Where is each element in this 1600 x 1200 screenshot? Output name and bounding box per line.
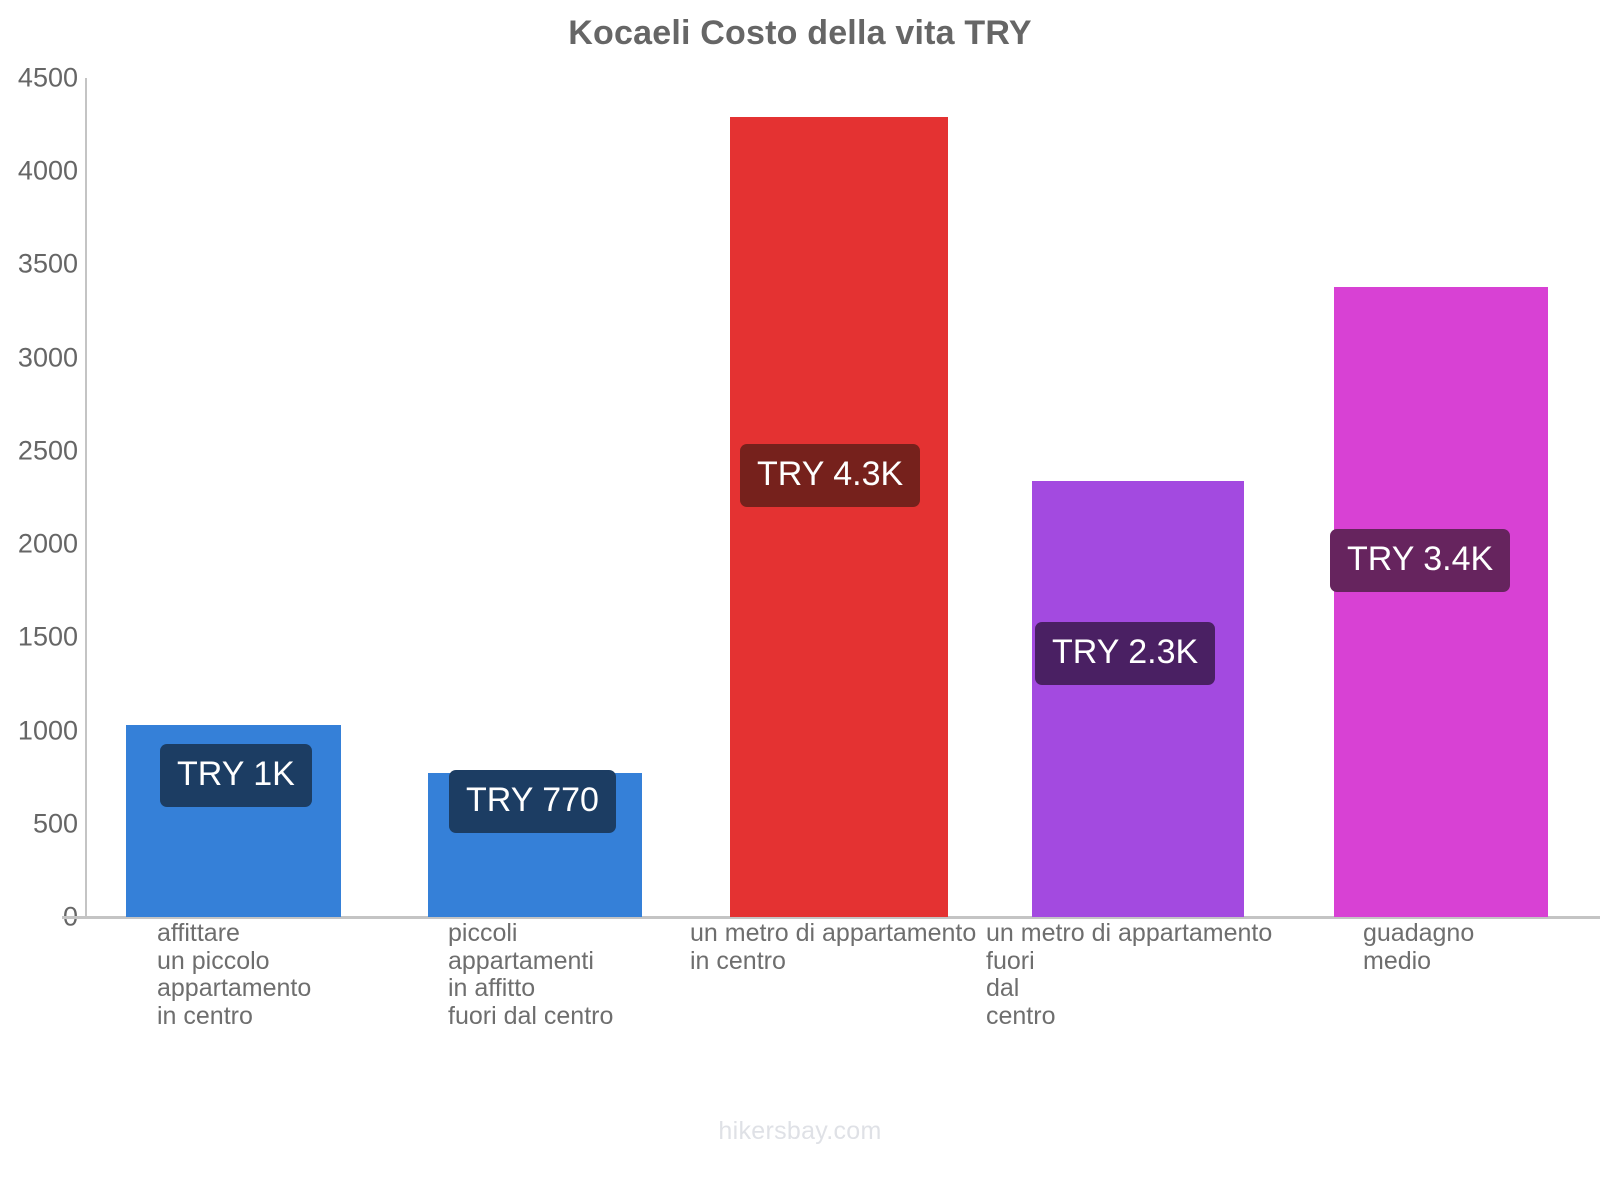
- x-axis-category-labels: affittare un piccolo appartamento in cen…: [0, 919, 1600, 1050]
- y-axis-tick-label: 1500: [17, 621, 78, 652]
- y-axis-tick-label: 3000: [17, 342, 78, 373]
- y-axis-tick-label: 500: [32, 808, 78, 839]
- y-axis-tick-label: 4000: [17, 155, 78, 186]
- watermark: hikersbay.com: [718, 1117, 882, 1145]
- x-axis-category-label: piccoli appartamenti in affitto fuori da…: [448, 919, 614, 1030]
- chart-title: Kocaeli Costo della vita TRY: [568, 14, 1032, 52]
- y-axis-tick-labels: 450040003500300025002000150010005000: [0, 0, 78, 1200]
- y-axis-tick-label: 1000: [17, 715, 78, 746]
- x-axis-category-label: guadagno medio: [1363, 919, 1475, 975]
- bar[interactable]: [1334, 286, 1548, 917]
- bar-value-label: TRY 3.4K: [1330, 529, 1511, 592]
- bar-value-label: TRY 4.3K: [740, 444, 921, 507]
- bar-value-label: TRY 2.3K: [1035, 622, 1216, 685]
- y-axis-tick-label: 2500: [17, 435, 78, 466]
- x-axis-category-label: affittare un piccolo appartamento in cen…: [157, 919, 312, 1030]
- y-axis-tick-label: 2000: [17, 528, 78, 559]
- bar[interactable]: [730, 117, 948, 917]
- y-axis-tick-label: 4500: [17, 62, 78, 93]
- y-axis-tick-label: 3500: [17, 248, 78, 279]
- x-axis-category-label: un metro di appartamento fuori dal centr…: [986, 919, 1273, 1030]
- y-axis-line: [85, 78, 87, 917]
- bar-value-label: TRY 1K: [160, 744, 312, 807]
- bars-layer: [0, 78, 1600, 917]
- x-axis-category-label: un metro di appartamento in centro: [690, 919, 977, 975]
- bar[interactable]: [1032, 480, 1244, 917]
- x-axis-line: [62, 916, 1600, 919]
- bar-value-label: TRY 770: [449, 770, 616, 833]
